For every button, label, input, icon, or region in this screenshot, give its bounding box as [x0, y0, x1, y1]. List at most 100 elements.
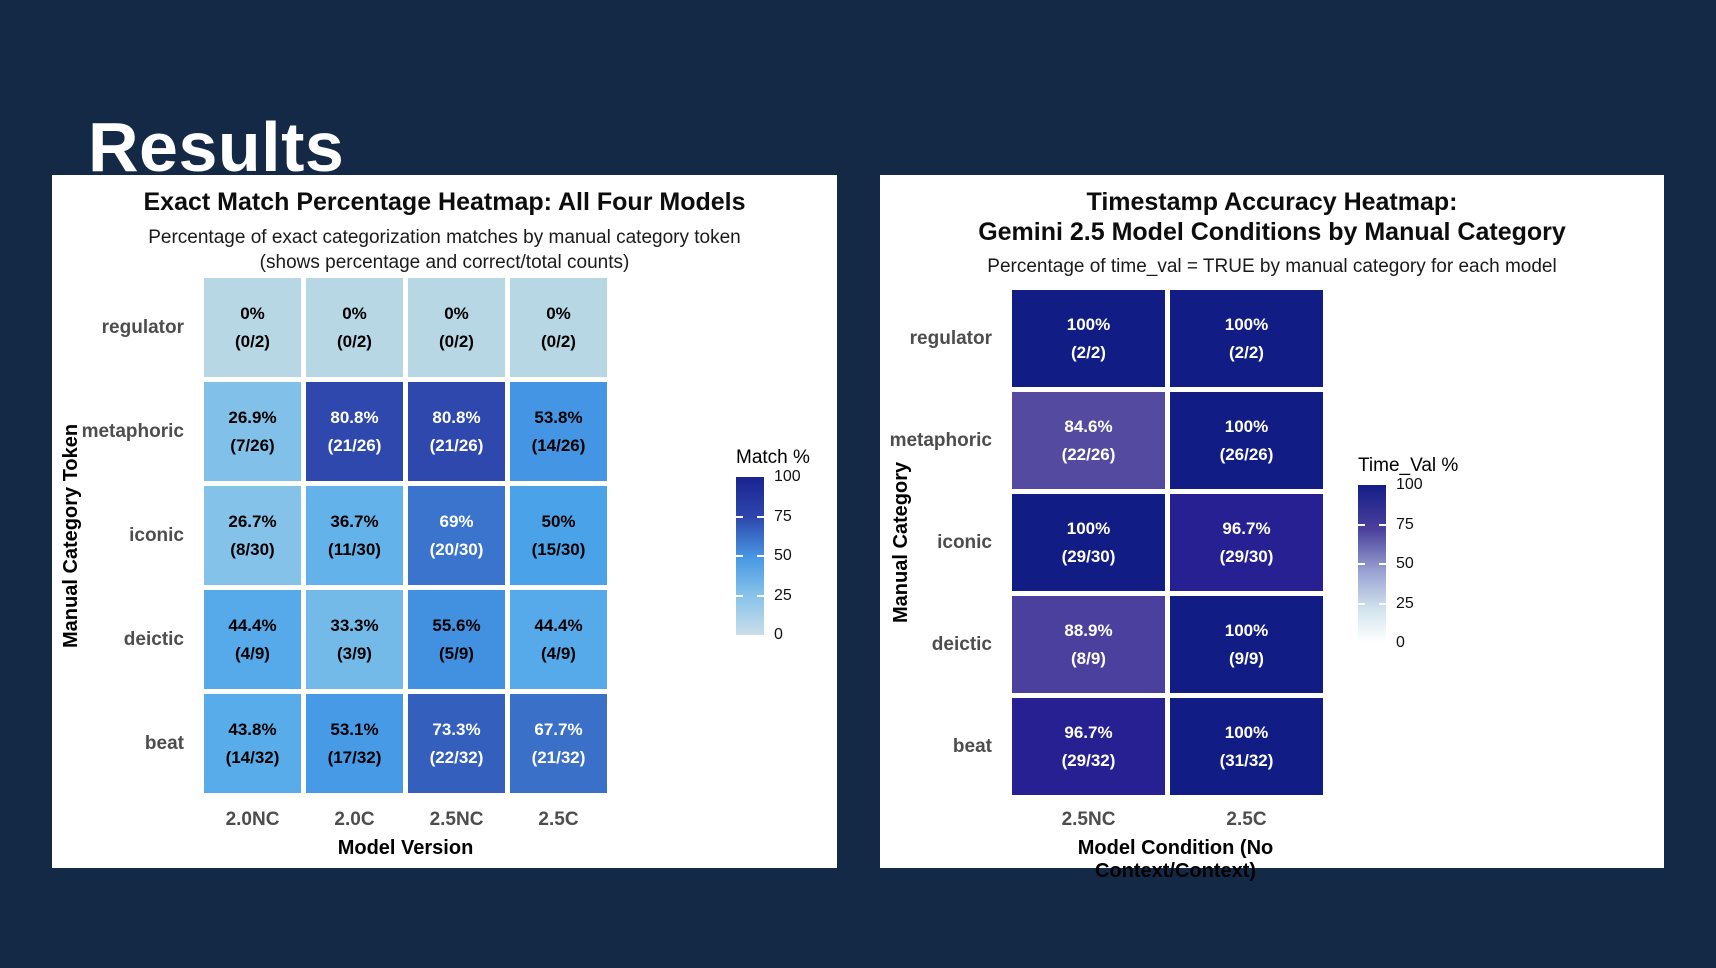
heatmap-cell: 80.8% (21/26) — [408, 382, 505, 481]
cell-percentage: 69% — [439, 512, 474, 532]
legend-tick-mark — [1358, 523, 1365, 526]
cell-percentage: 0% — [240, 304, 265, 324]
cell-count: (14/32) — [225, 747, 280, 767]
heatmap-cell: 53.1% (17/32) — [306, 694, 403, 793]
legend-tick-mark — [1358, 602, 1365, 605]
heatmap-cell: 50% (15/30) — [510, 486, 607, 585]
row-label: regulator — [101, 316, 184, 338]
heatmap-cell: 53.8% (14/26) — [510, 382, 607, 481]
cell-percentage: 80.8% — [330, 408, 379, 428]
exact-match-heatmap-panel: Exact Match Percentage Heatmap: All Four… — [52, 175, 837, 868]
x-tick-label: 2.0C — [334, 809, 375, 830]
cell-count: (0/2) — [439, 331, 474, 351]
heatmap-cell: 100% (29/30) — [1012, 494, 1165, 591]
legend-body: 100 75 50 25 0 — [736, 469, 810, 643]
legend-tick-label: 100 — [774, 468, 801, 485]
heatmap-cell: 96.7% (29/30) — [1170, 494, 1323, 591]
cell-percentage: 100% — [1066, 519, 1111, 539]
x-tick-label: 2.5C — [538, 809, 579, 830]
cell-percentage: 44.4% — [228, 616, 277, 636]
cell-percentage: 100% — [1224, 723, 1269, 743]
legend-tick-label: 25 — [774, 586, 792, 604]
cell-count: (8/9) — [1071, 648, 1106, 668]
cell-count: (29/32) — [1061, 750, 1116, 770]
cell-count: (9/9) — [1229, 648, 1264, 668]
legend-tick-label: 25 — [1396, 594, 1414, 612]
heatmap-cell: 36.7% (11/30) — [306, 486, 403, 585]
cell-count: (7/26) — [230, 435, 275, 455]
slide-title: Results — [88, 107, 345, 186]
cell-count: (21/26) — [429, 435, 484, 455]
cell-percentage: 84.6% — [1064, 417, 1113, 437]
heatmap-cell: 96.7% (29/32) — [1012, 698, 1165, 795]
cell-percentage: 96.7% — [1222, 519, 1271, 539]
cell-percentage: 73.3% — [432, 720, 481, 740]
cell-percentage: 67.7% — [534, 720, 583, 740]
heatmap-cell: 84.6% (22/26) — [1012, 392, 1165, 489]
cell-count: (4/9) — [541, 643, 576, 663]
legend-tick-mark — [757, 555, 764, 557]
heatmap-cell: 88.9% (8/9) — [1012, 596, 1165, 693]
heatmap-cell: 26.7% (8/30) — [204, 486, 301, 585]
heatmap-cell: 33.3% (3/9) — [306, 590, 403, 689]
cell-percentage: 36.7% — [330, 512, 379, 532]
heatmap-grid: regulator 100% (2/2) 100% (2/2) metaphoric 84.… — [880, 290, 1323, 795]
chart-title-line: Exact Match Percentage Heatmap: All Four… — [143, 188, 746, 216]
heatmap-cell: 44.4% (4/9) — [510, 590, 607, 689]
legend-tick-label: 75 — [774, 507, 792, 525]
x-tick-label: 2.5NC — [429, 809, 484, 830]
heatmap-cell: 0% (0/2) — [204, 278, 301, 377]
legend-tick-label: 0 — [1396, 634, 1405, 651]
legend-tick-mark — [1358, 563, 1365, 565]
cell-percentage: 53.8% — [534, 408, 583, 428]
chart-subtitle: Percentage of time_val = TRUE by manual … — [880, 254, 1664, 279]
cell-count: (15/30) — [531, 539, 586, 559]
cell-count: (22/26) — [1061, 444, 1116, 464]
x-tick-label: 2.5C — [1226, 809, 1267, 830]
row-label: deictic — [123, 628, 184, 650]
cell-percentage: 80.8% — [432, 408, 481, 428]
legend-tick-label: 0 — [774, 626, 783, 643]
cell-count: (17/32) — [327, 747, 382, 767]
x-tick-label: 2.5NC — [1061, 809, 1116, 830]
legend-tick-label: 50 — [774, 547, 792, 564]
cell-percentage: 0% — [342, 304, 367, 324]
heatmap-cell: 26.9% (7/26) — [204, 382, 301, 481]
legend-tick-mark — [757, 515, 764, 518]
heatmap-cell: 100% (2/2) — [1170, 290, 1323, 387]
cell-count: (21/26) — [327, 435, 382, 455]
cell-count: (14/26) — [531, 435, 586, 455]
chart-title-line: Timestamp Accuracy Heatmap: — [1086, 188, 1458, 216]
legend-tick-label: 100 — [1396, 476, 1423, 493]
cell-count: (11/30) — [328, 539, 381, 559]
x-axis-ticks: 2.0NC 2.0C 2.5NC 2.5C — [55, 809, 607, 831]
legend-tick-label: 75 — [1396, 515, 1414, 533]
legend-tick-labels: 100 75 50 25 0 — [774, 469, 801, 643]
cell-percentage: 96.7% — [1064, 723, 1113, 743]
cell-percentage: 0% — [546, 304, 571, 324]
cell-count: (2/2) — [1229, 342, 1264, 362]
heatmap-cell: 100% (26/26) — [1170, 392, 1323, 489]
cell-percentage: 44.4% — [534, 616, 583, 636]
cell-percentage: 100% — [1224, 315, 1269, 335]
chart-subtitle-line: Percentage of exact categorization match… — [148, 226, 741, 248]
cell-count: (26/26) — [1219, 444, 1274, 464]
cell-count: (21/32) — [531, 747, 586, 767]
cell-count: (2/2) — [1071, 342, 1106, 362]
chart-subtitle: Percentage of exact categorization match… — [52, 225, 837, 275]
legend-tick-label: 50 — [1396, 555, 1414, 572]
heatmap-cell: 55.6% (5/9) — [408, 590, 505, 689]
legend-tick-mark — [1379, 523, 1386, 526]
x-tick-spacer — [880, 809, 1007, 831]
x-axis-ticks: 2.5NC 2.5C — [880, 809, 1323, 831]
heatmap-cell: 43.8% (14/32) — [204, 694, 301, 793]
heatmap-cell: 44.4% (4/9) — [204, 590, 301, 689]
legend-colorbar — [736, 477, 764, 635]
row-label: iconic — [129, 524, 184, 546]
cell-percentage: 43.8% — [228, 720, 277, 740]
legend-tick-mark — [1379, 602, 1386, 605]
heatmap-cell: 0% (0/2) — [408, 278, 505, 377]
heatmap-cell: 67.7% (21/32) — [510, 694, 607, 793]
heatmap-cell: 100% (9/9) — [1170, 596, 1323, 693]
